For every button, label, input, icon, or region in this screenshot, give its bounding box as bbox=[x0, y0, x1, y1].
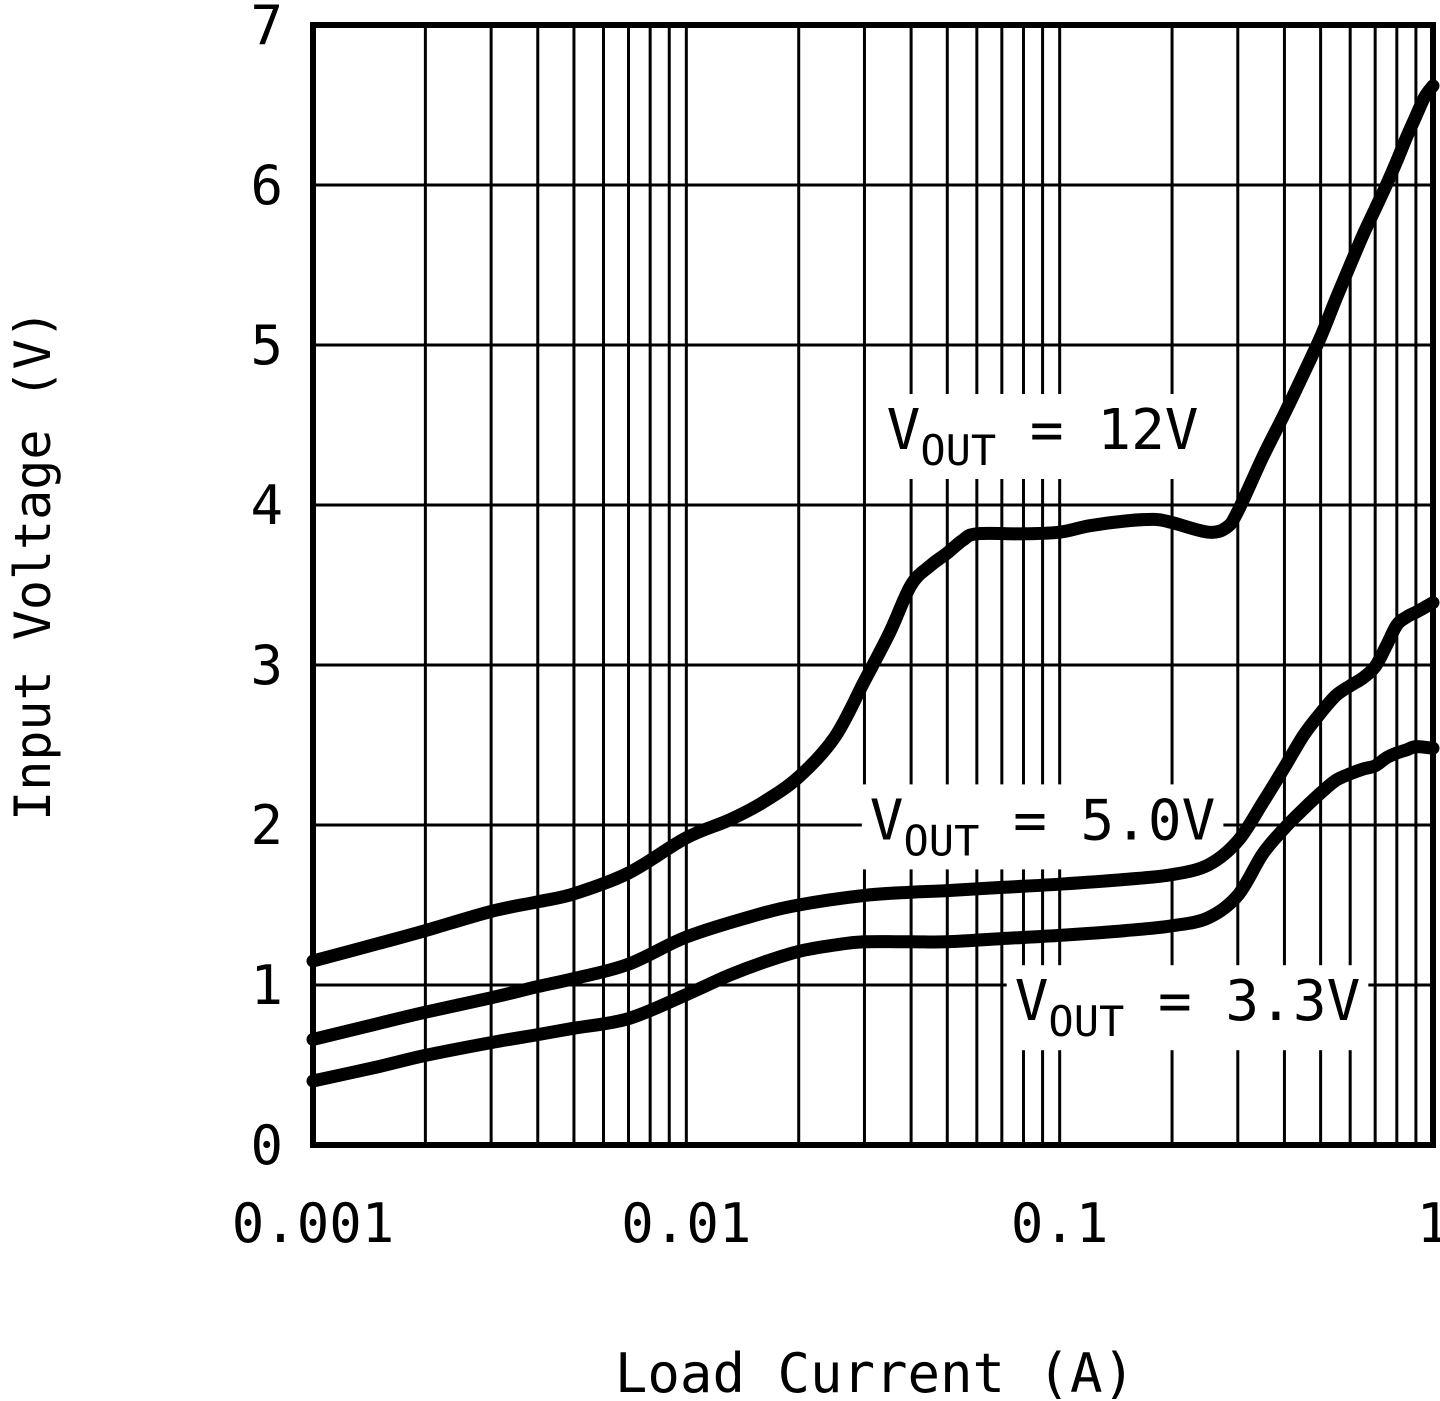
plot-frame bbox=[310, 22, 1436, 1148]
curve-label-3: VOUT = 3.3V bbox=[1006, 965, 1369, 1051]
curve-vout-12v bbox=[306, 79, 1440, 968]
y-tick-label: 5 bbox=[250, 314, 283, 377]
svg-text:VOUT = 3.3V: VOUT = 3.3V bbox=[1015, 969, 1361, 1046]
y-tick-label: 1 bbox=[250, 954, 283, 1017]
x-tick-label: 1 bbox=[1417, 1192, 1440, 1255]
x-axis-label: Load Current (A) bbox=[615, 1342, 1135, 1401]
curve-label-1: VOUT = 12V bbox=[878, 394, 1207, 479]
curve-label-mask bbox=[1006, 965, 1369, 1051]
y-tick-label: 7 bbox=[250, 0, 283, 57]
y-axis-label: Input Voltage (V) bbox=[4, 309, 62, 821]
y-tick-label: 3 bbox=[250, 634, 283, 697]
curve-vout-5.0v bbox=[306, 596, 1440, 1046]
y-tick-label: 0 bbox=[250, 1114, 283, 1177]
x-tick-label: 0.001 bbox=[232, 1192, 395, 1255]
svg-text:VOUT = 5.0V: VOUT = 5.0V bbox=[870, 788, 1216, 865]
curve-label-mask bbox=[861, 784, 1224, 870]
x-tick-label: 0.1 bbox=[1011, 1192, 1109, 1255]
y-tick-label: 6 bbox=[250, 154, 283, 217]
y-tick-label: 2 bbox=[250, 794, 283, 857]
curve-label-mask bbox=[878, 394, 1207, 479]
curve-vout-3.3v bbox=[306, 740, 1440, 1088]
y-tick-label: 4 bbox=[250, 474, 283, 537]
chart-generated: VOUT = 12V VOUT = 5.0V VOUT = 3.3V 0.001 0.0… bbox=[232, 0, 1440, 1255]
x-tick-label: 0.01 bbox=[621, 1192, 751, 1255]
curve-label-2: VOUT = 5.0V bbox=[861, 784, 1224, 870]
svg-text:VOUT = 12V: VOUT = 12V bbox=[887, 398, 1199, 475]
